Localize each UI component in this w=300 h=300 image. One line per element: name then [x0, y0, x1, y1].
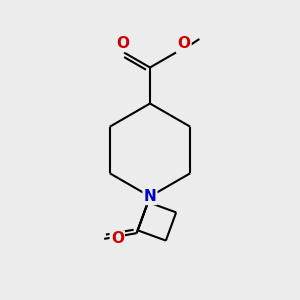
Text: O: O: [116, 36, 129, 51]
Text: O: O: [178, 36, 190, 51]
Text: N: N: [144, 189, 156, 204]
Text: O: O: [111, 231, 124, 246]
